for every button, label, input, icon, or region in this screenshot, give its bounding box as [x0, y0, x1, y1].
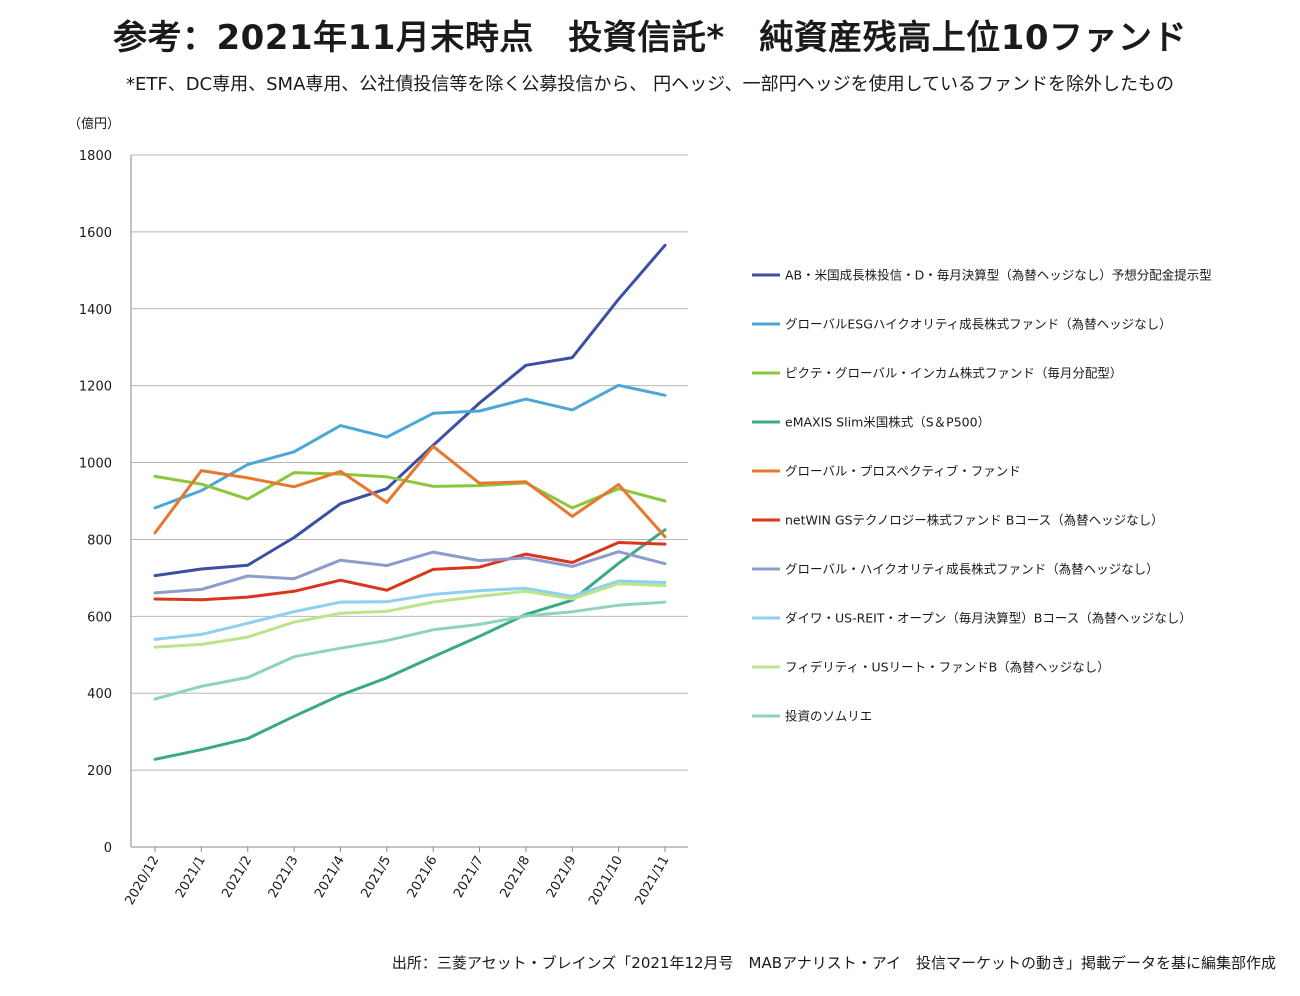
y-tick-label: 800 — [87, 533, 112, 548]
legend-label: グローバル・プロスペクティブ・ファンド — [785, 464, 1021, 479]
x-tick-label: 2021/2 — [219, 854, 255, 901]
series-line — [153, 243, 667, 578]
legend-label: netWIN GSテクノロジー株式ファンド Bコース（為替ヘッジなし） — [785, 513, 1164, 528]
x-tick-label: 2021/7 — [451, 854, 487, 901]
y-axis-unit-label: （億円） — [68, 116, 120, 132]
legend-label: ピクテ・グローバル・インカム株式ファンド（毎月分配型） — [785, 366, 1122, 381]
y-tick-label: 1800 — [79, 149, 112, 164]
page-title: 参考：2021年11月末時点 投資信託* 純資産残高上位10ファンド — [112, 18, 1188, 58]
series-line — [153, 471, 667, 510]
x-tick-label: 2021/3 — [266, 854, 302, 901]
series-line — [153, 582, 667, 649]
x-tick-label: 2021/9 — [544, 854, 580, 901]
y-tick-label: 400 — [87, 687, 112, 702]
x-tick-label: 2021/6 — [405, 854, 441, 901]
page-subtitle: *ETF、DC専用、SMA専用、公社債投信等を除く公募投信から、 円ヘッジ、一部… — [125, 74, 1175, 95]
x-tick-label: 2020/12 — [122, 854, 162, 908]
y-tick-label: 1200 — [79, 380, 112, 395]
legend-label: AB・米国成長株投信・D・毎月決算型（為替ヘッジなし）予想分配金提示型 — [785, 268, 1212, 283]
x-tick-label: 2021/11 — [632, 854, 672, 908]
x-tick-label: 2021/1 — [173, 854, 209, 901]
series-line — [153, 600, 667, 701]
x-tick-label: 2021/8 — [498, 854, 534, 901]
x-tick-label: 2021/5 — [358, 854, 394, 901]
x-tick-label: 2021/10 — [586, 854, 626, 908]
series-line — [153, 541, 667, 602]
x-tick-label: 2021/4 — [312, 854, 348, 901]
series-lines — [153, 243, 667, 761]
series-line — [153, 444, 667, 539]
y-tick-labels: 0 200 400 600 800 1000 1200 1400 1600 1800 — [79, 149, 112, 856]
legend-label: フィデリティ・USリート・ファンドB（為替ヘッジなし） — [785, 660, 1110, 675]
grid-lines — [131, 154, 688, 771]
y-tick-label: 200 — [87, 764, 112, 779]
source-note: 出所：三菱アセット・ブレインズ「2021年12月号 MABアナリスト・アイ 投信… — [391, 954, 1276, 972]
y-tick-label: 600 — [87, 610, 112, 625]
y-tick-label: 1000 — [79, 457, 112, 472]
legend: AB・米国成長株投信・D・毎月決算型（為替ヘッジなし）予想分配金提示型グローバル… — [752, 268, 1212, 724]
series-line — [153, 528, 667, 761]
legend-label: 投資のソムリエ — [785, 709, 872, 724]
y-tick-label: 0 — [104, 841, 112, 856]
legend-label: eMAXIS Slim米国株式（S＆P500） — [785, 415, 990, 430]
legend-label: ダイワ・US-REIT・オープン（毎月決算型）Bコース（為替ヘッジなし） — [785, 611, 1192, 626]
legend-label: グローバル・ハイクオリティ成長株式ファンド（為替ヘッジなし） — [785, 562, 1159, 577]
series-line — [153, 383, 667, 510]
series-line — [153, 550, 667, 595]
x-tick-labels: 2020/12 2021/1 2021/2 2021/3 2021/4 2021/5 202… — [122, 854, 672, 908]
axes — [130, 155, 688, 852]
y-tick-label: 1400 — [79, 303, 112, 318]
series-line — [153, 579, 667, 641]
legend-label: グローバルESGハイクオリティ成長株式ファンド（為替ヘッジなし） — [785, 317, 1172, 332]
y-tick-label: 1600 — [79, 226, 112, 241]
